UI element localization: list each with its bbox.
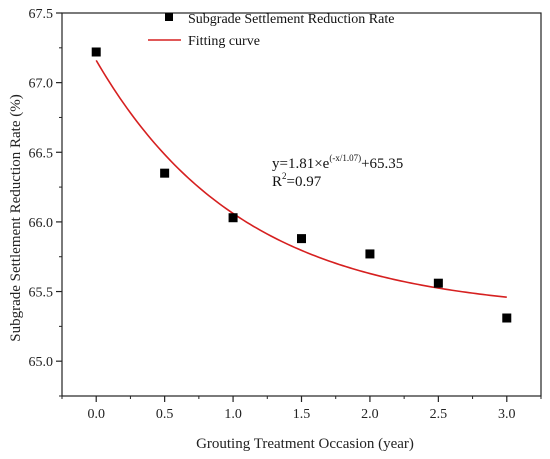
scatter-points-layer bbox=[91, 47, 512, 323]
r-squared-superscript: 2 bbox=[282, 171, 287, 181]
legend-marker-square bbox=[165, 13, 173, 21]
data-point bbox=[297, 234, 306, 244]
y-axis-title: Subgrade Settlement Reduction Rate (%) bbox=[8, 94, 24, 341]
fit-equation-main: y=1.81×e bbox=[272, 156, 330, 172]
y-tick-label: 67.5 bbox=[29, 7, 54, 22]
x-tick-label: 2.5 bbox=[430, 407, 448, 422]
data-point bbox=[228, 213, 238, 223]
x-tick-label: 0.0 bbox=[87, 407, 105, 422]
fitting-curve bbox=[95, 59, 507, 298]
data-point bbox=[433, 278, 443, 288]
fit-equation-constant: +65.35 bbox=[361, 156, 403, 172]
fit-equation: y=1.81×e(-x/1.07)+65.35 bbox=[272, 153, 403, 172]
y-tick-label: 65.5 bbox=[29, 286, 54, 301]
data-point bbox=[160, 168, 170, 178]
data-point bbox=[365, 249, 375, 259]
legend-label-curve: Fitting curve bbox=[188, 34, 260, 49]
y-tick-label: 67.0 bbox=[29, 77, 54, 92]
fitting-curve-layer bbox=[95, 59, 507, 298]
x-tick-label: 1.0 bbox=[224, 407, 242, 422]
legend: Subgrade Settlement Reduction Rate Fitti… bbox=[148, 12, 394, 49]
r-squared: R2=0.97 bbox=[272, 171, 322, 190]
y-tick-label: 66.0 bbox=[29, 216, 54, 231]
legend-label-points: Subgrade Settlement Reduction Rate bbox=[188, 12, 394, 27]
x-tick-label: 1.5 bbox=[293, 407, 311, 422]
x-tick-label: 3.0 bbox=[498, 407, 516, 422]
x-tick-label: 0.5 bbox=[156, 407, 174, 422]
data-point bbox=[502, 313, 512, 323]
x-tick-label: 2.0 bbox=[361, 407, 379, 422]
r-squared-prefix: R bbox=[272, 174, 282, 190]
r-squared-value: =0.97 bbox=[287, 174, 322, 190]
y-tick-label: 66.5 bbox=[29, 146, 54, 161]
data-point bbox=[91, 47, 101, 57]
y-axis: 65.0 65.5 66.0 66.5 67.0 67.5 bbox=[29, 7, 62, 397]
x-axis-title: Grouting Treatment Occasion (year) bbox=[196, 436, 414, 452]
y-tick-label: 65.0 bbox=[29, 355, 54, 370]
x-axis: 0.0 0.5 1.0 1.5 2.0 2.5 3.0 bbox=[61, 396, 542, 422]
fit-equation-exponent: (-x/1.07) bbox=[329, 153, 361, 163]
